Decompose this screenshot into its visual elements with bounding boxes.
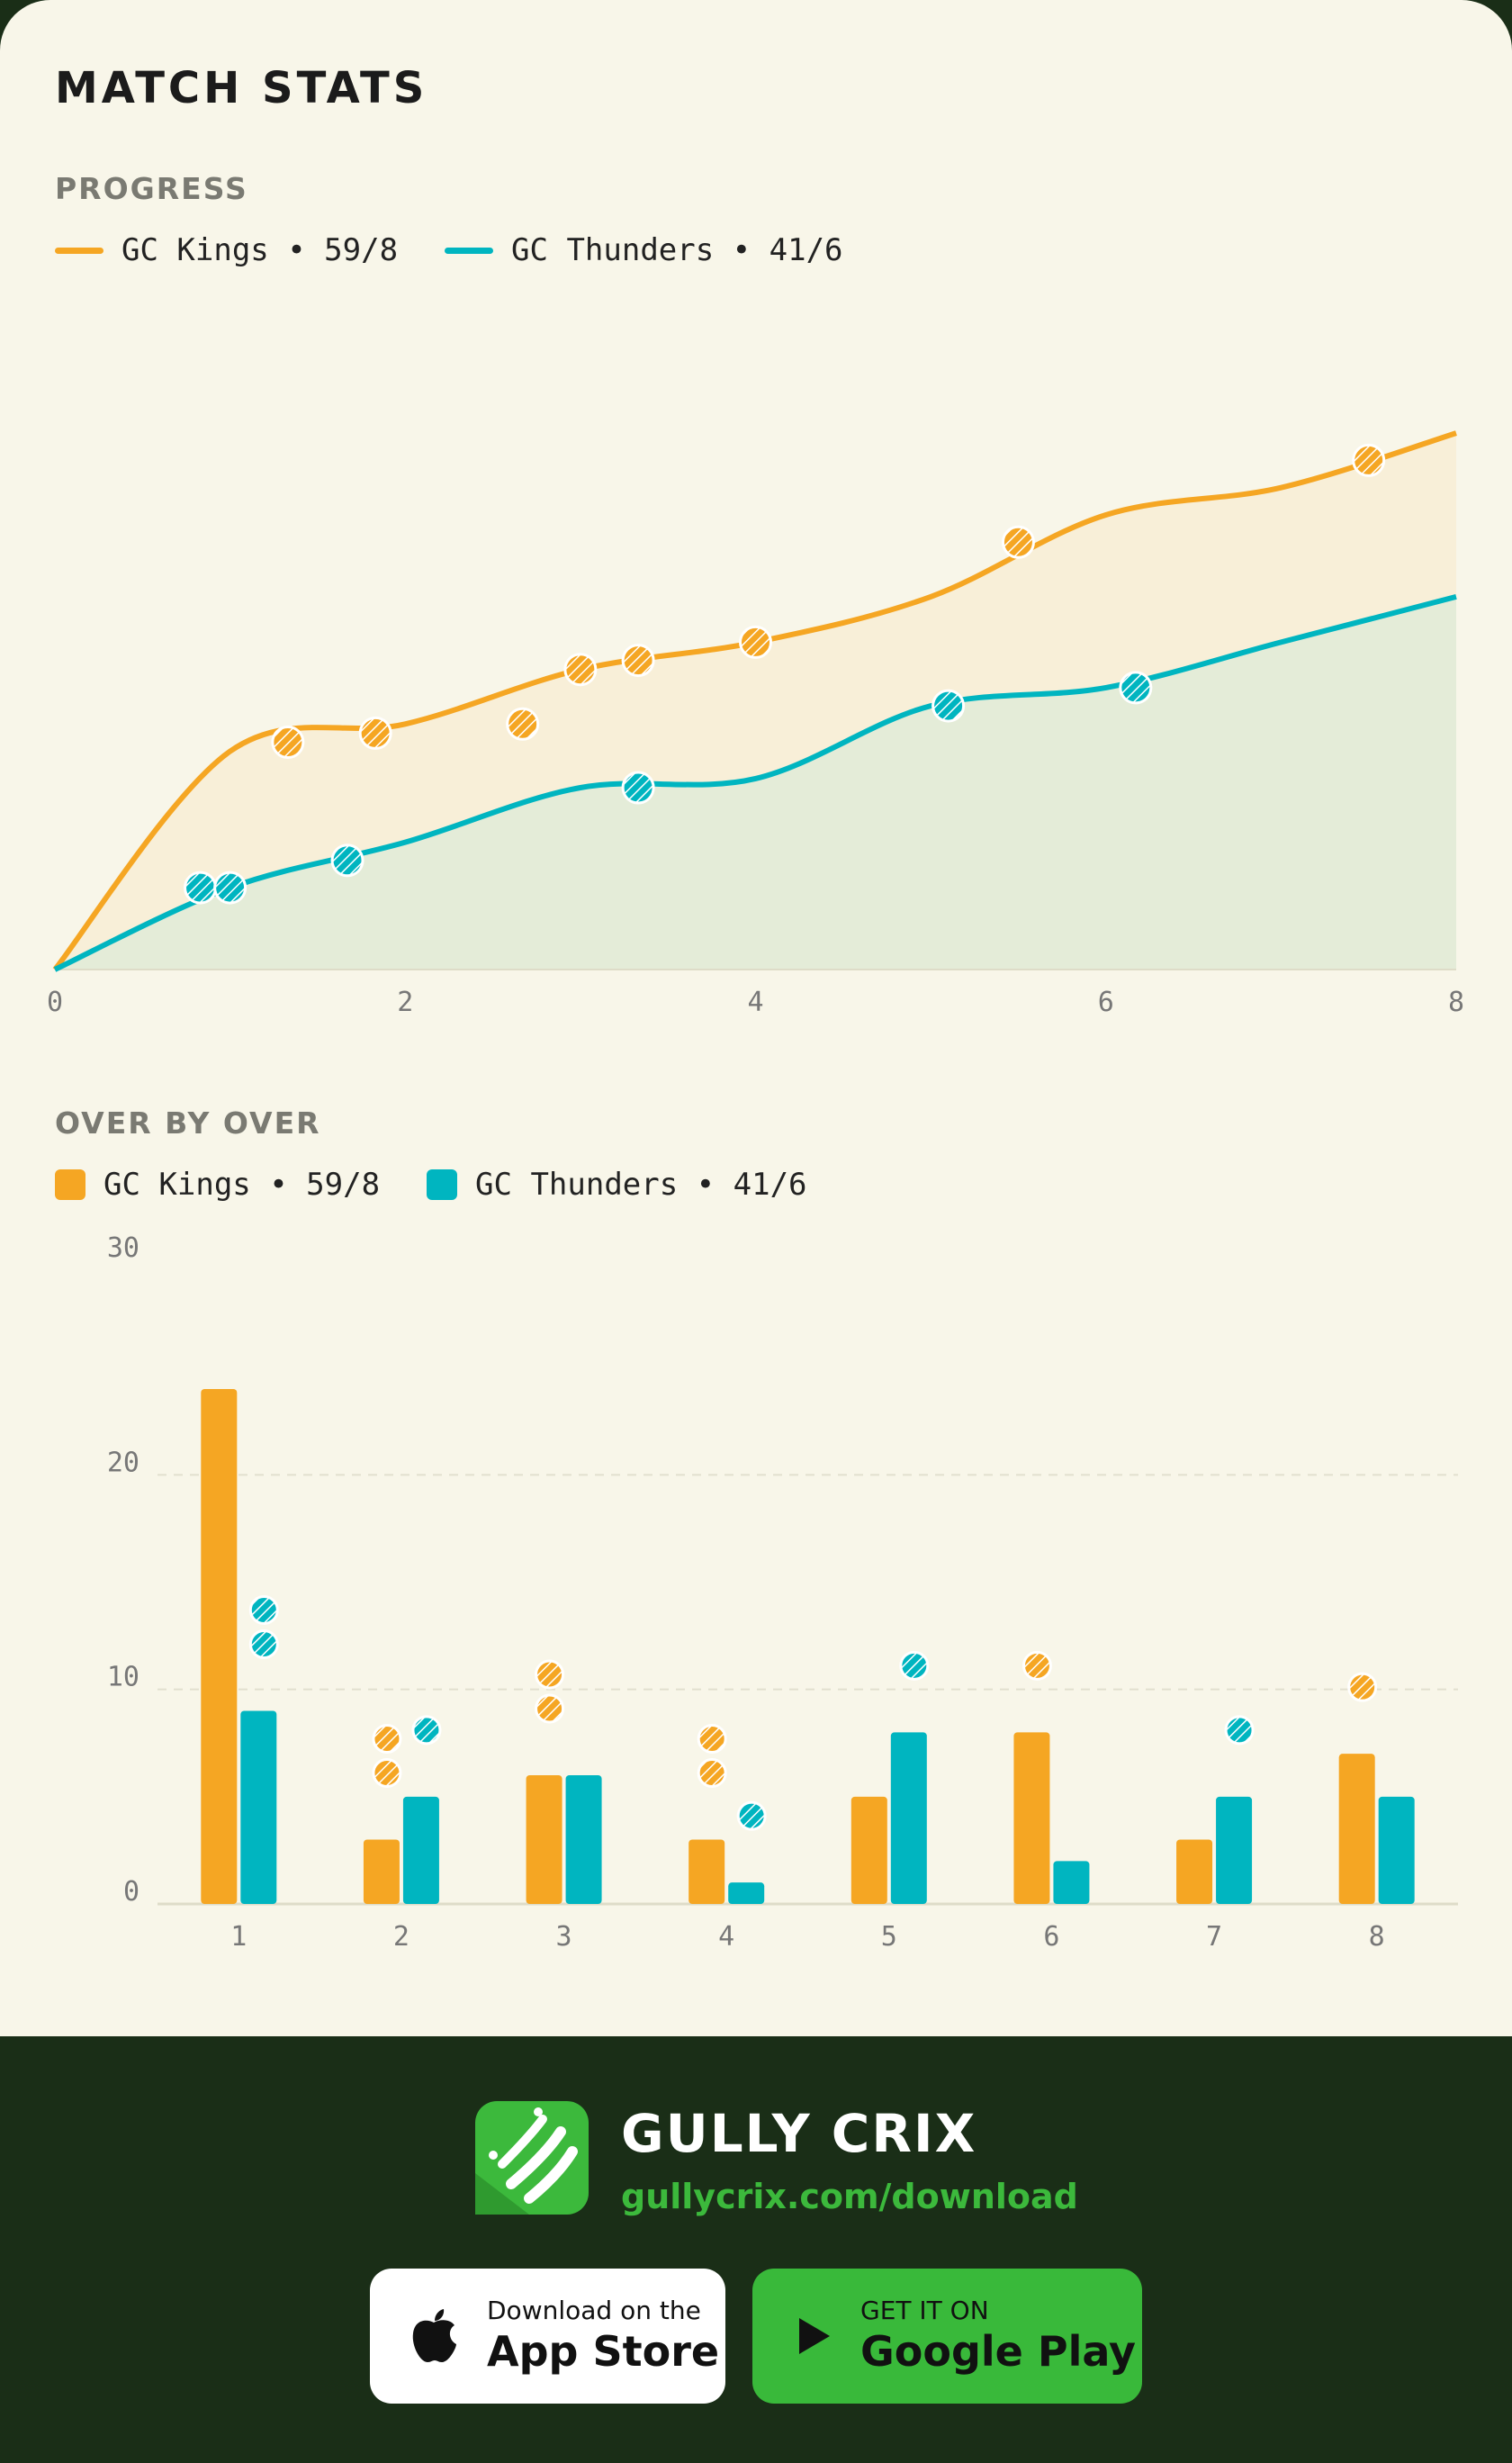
app-store-small-label: Download on the xyxy=(487,2296,701,2325)
progress-legend-thunders-label: GC Thunders • 41/6 xyxy=(511,232,843,268)
progress-legend-thunders: GC Thunders • 41/6 xyxy=(445,232,843,268)
thunders-line-swatch xyxy=(445,247,494,254)
progress-x-tick-0: 0 xyxy=(47,987,63,1018)
thunders-wicket-marker-4 xyxy=(932,689,966,723)
kings-line-swatch xyxy=(55,247,104,254)
progress-x-tick-2: 2 xyxy=(397,987,413,1018)
thunders-bar-over-8 xyxy=(1378,1796,1415,1904)
bar-y-tick-30: 30 xyxy=(107,1232,140,1264)
kings-box-swatch xyxy=(55,1169,86,1200)
thunders-bar-over-1 xyxy=(240,1710,277,1904)
thunders-series-line xyxy=(53,593,1457,972)
over-legend-kings-label: GC Kings • 59/8 xyxy=(104,1167,381,1203)
kings-wicket-marker-4 xyxy=(621,644,655,678)
progress-legend-kings-label: GC Kings • 59/8 xyxy=(122,232,399,268)
thunders-box-swatch xyxy=(427,1169,458,1200)
google-play-big-label: Google Play xyxy=(860,2327,1136,2376)
thunders-bar-over-2 xyxy=(402,1796,439,1904)
kings-wicket-over-3-1 xyxy=(535,1659,565,1690)
thunders-wicket-marker-1 xyxy=(213,871,248,905)
bar-x-tick-6: 6 xyxy=(1043,1921,1059,1953)
thunders-bar-over-7 xyxy=(1216,1796,1253,1904)
kings-wicket-marker-3 xyxy=(563,653,598,687)
thunders-wicket-over-7-0 xyxy=(1224,1715,1255,1746)
kings-bar-over-5 xyxy=(850,1796,887,1904)
google-play-small-label: GET IT ON xyxy=(860,2296,989,2325)
thunders-wicket-marker-2 xyxy=(330,844,364,878)
bar-y-tick-20: 20 xyxy=(107,1447,140,1478)
gully-crix-logo-icon xyxy=(475,2101,589,2215)
google-play-button[interactable]: GET IT ON Google Play xyxy=(752,2269,1142,2404)
brand-name: GULLY CRIX xyxy=(621,2103,977,2164)
over-by-over-chart: 0 10 20 30 1 2 3 4 5 6 7 8 xyxy=(107,1232,1458,1953)
progress-legend-kings: GC Kings • 59/8 xyxy=(55,232,398,268)
progress-chart: 0 2 4 6 8 xyxy=(47,430,1464,1018)
kings-wicket-marker-2 xyxy=(506,707,540,741)
thunders-wicket-marker-0 xyxy=(184,871,218,905)
bar-x-tick-4: 4 xyxy=(718,1921,734,1953)
thunders-bar-over-6 xyxy=(1053,1861,1090,1904)
apple-icon xyxy=(412,2309,456,2362)
play-icon xyxy=(799,2318,830,2354)
kings-wicket-over-4-0 xyxy=(697,1758,727,1788)
kings-wicket-over-4-1 xyxy=(697,1724,727,1754)
progress-x-tick-8: 8 xyxy=(1448,987,1464,1018)
kings-wicket-over-2-0 xyxy=(372,1758,402,1788)
kings-wicket-over-6-0 xyxy=(1022,1650,1052,1681)
bar-x-tick-2: 2 xyxy=(393,1921,410,1953)
over-legend-kings: GC Kings • 59/8 xyxy=(55,1167,380,1203)
kings-wicket-marker-6 xyxy=(1001,525,1035,559)
kings-wicket-marker-5 xyxy=(739,625,772,659)
bar-x-tick-7: 7 xyxy=(1206,1921,1222,1953)
progress-x-tick-4: 4 xyxy=(747,987,763,1018)
kings-bar-over-2 xyxy=(363,1839,400,1904)
over-legend-thunders-label: GC Thunders • 41/6 xyxy=(475,1167,807,1203)
app-store-big-label: App Store xyxy=(487,2327,720,2376)
thunders-wicket-over-5-0 xyxy=(899,1650,930,1681)
kings-wicket-over-8-0 xyxy=(1347,1672,1378,1702)
over-legend: GC Kings • 59/8 GC Thunders • 41/6 xyxy=(55,1167,854,1203)
kings-bar-over-3 xyxy=(526,1775,562,1904)
kings-wicket-marker-0 xyxy=(271,726,305,759)
thunders-wicket-over-1-0 xyxy=(248,1629,279,1659)
brand-url-link[interactable]: gullycrix.com/download xyxy=(621,2177,1078,2216)
thunders-wicket-over-2-0 xyxy=(411,1715,442,1746)
progress-x-tick-6: 6 xyxy=(1098,987,1114,1018)
thunders-wicket-over-1-1 xyxy=(248,1595,279,1625)
bar-x-tick-3: 3 xyxy=(556,1921,572,1953)
thunders-wicket-over-4-0 xyxy=(736,1800,767,1831)
kings-bar-over-1 xyxy=(201,1389,238,1904)
kings-wicket-over-2-1 xyxy=(372,1724,402,1754)
progress-legend: GC Kings • 59/8 GC Thunders • 41/6 xyxy=(55,232,890,268)
kings-wicket-marker-1 xyxy=(358,716,392,750)
footer xyxy=(0,2036,1512,2463)
bar-x-tick-5: 5 xyxy=(881,1921,897,1953)
page-title: MATCH STATS xyxy=(55,63,428,113)
thunders-bar-over-5 xyxy=(890,1732,927,1904)
kings-bar-over-4 xyxy=(688,1839,725,1904)
kings-bar-over-8 xyxy=(1338,1754,1375,1904)
progress-section-label: PROGRESS xyxy=(55,171,248,206)
over-section-label: OVER BY OVER xyxy=(55,1105,321,1141)
kings-wicket-over-3-0 xyxy=(535,1693,565,1724)
thunders-wicket-marker-5 xyxy=(1119,671,1153,705)
thunders-wicket-marker-3 xyxy=(621,771,655,805)
thunders-bar-over-4 xyxy=(728,1882,765,1904)
kings-bar-over-7 xyxy=(1176,1839,1213,1904)
bar-x-tick-1: 1 xyxy=(230,1921,247,1953)
bar-y-tick-10: 10 xyxy=(107,1662,140,1693)
kings-bar-over-6 xyxy=(1013,1732,1050,1904)
over-legend-thunders: GC Thunders • 41/6 xyxy=(427,1167,807,1203)
bar-y-tick-0: 0 xyxy=(123,1876,140,1908)
thunders-bar-over-3 xyxy=(565,1775,602,1904)
bar-x-tick-8: 8 xyxy=(1369,1921,1385,1953)
app-store-button[interactable]: Download on the App Store xyxy=(370,2269,725,2404)
kings-wicket-marker-7 xyxy=(1352,443,1386,477)
